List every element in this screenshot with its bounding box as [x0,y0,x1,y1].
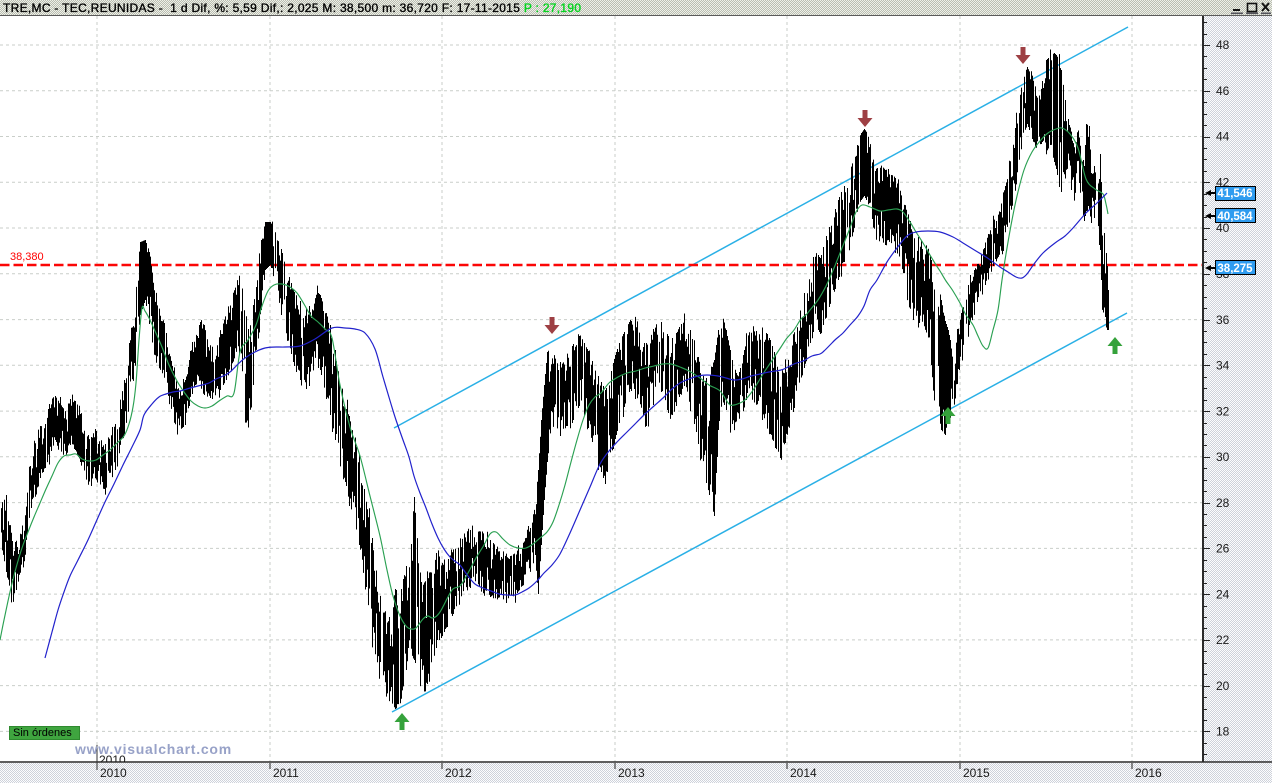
svg-text:26: 26 [1216,542,1230,556]
svg-text:2014: 2014 [790,766,817,780]
svg-text:2010: 2010 [100,766,127,780]
svg-text:32: 32 [1216,404,1230,418]
svg-text:2016: 2016 [1135,766,1162,780]
svg-text:18: 18 [1216,725,1230,739]
svg-text:41,546: 41,546 [1217,188,1252,200]
svg-text:22: 22 [1216,633,1230,647]
svg-text:2012: 2012 [445,766,472,780]
svg-text:28: 28 [1216,496,1230,510]
svg-text:38,275: 38,275 [1217,263,1253,275]
svg-text:2015: 2015 [963,766,990,780]
svg-text:20: 20 [1216,679,1230,693]
svg-text:46: 46 [1216,84,1230,98]
svg-text:2013: 2013 [618,766,645,780]
svg-text:36: 36 [1216,313,1230,327]
svg-text:44: 44 [1216,130,1230,144]
svg-text:2011: 2011 [273,766,299,780]
svg-text:48: 48 [1216,38,1230,52]
svg-text:34: 34 [1216,359,1230,373]
svg-text:30: 30 [1216,450,1230,464]
svg-text:24: 24 [1216,587,1230,601]
svg-text:40: 40 [1216,221,1230,235]
svg-text:40,584: 40,584 [1217,211,1253,223]
